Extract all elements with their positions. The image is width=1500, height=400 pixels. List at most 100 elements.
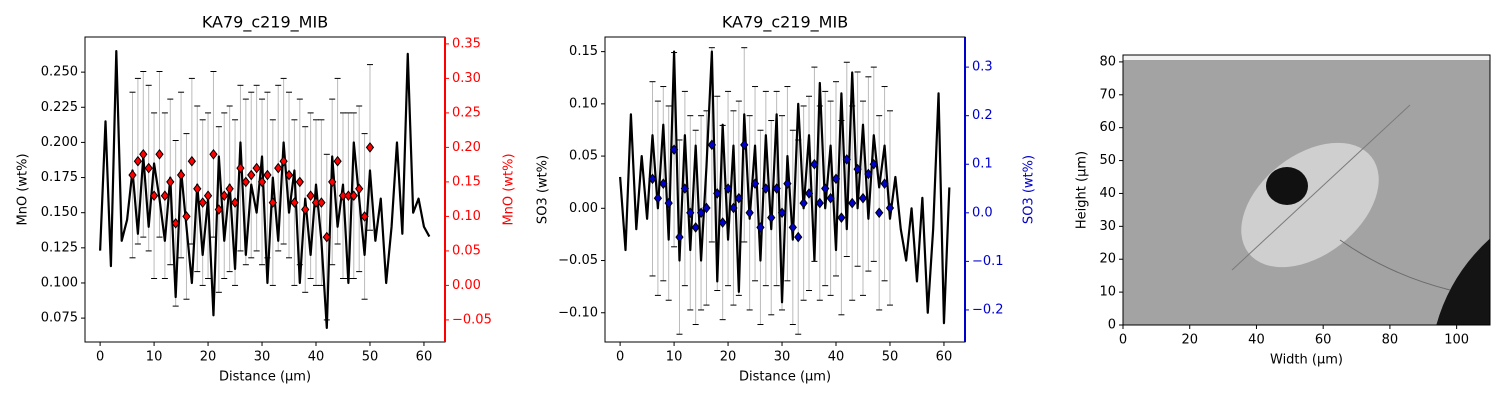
- marker: [740, 139, 749, 151]
- panel: 0 20 40 60 80 100 0 10 20 30 40 50 60 70 80 Width (µm) H…: [1075, 54, 1491, 368]
- marker: [128, 169, 137, 181]
- marker: [311, 197, 321, 208]
- y-tick-label: −0.10: [558, 305, 598, 320]
- x-tick-label: 40: [1248, 333, 1265, 348]
- marker: [263, 169, 272, 181]
- marker: [821, 183, 830, 194]
- y2-tick-label: 0.30: [452, 71, 481, 86]
- y2-tick-label: 0.3: [972, 60, 993, 75]
- data-line: [619, 50, 951, 325]
- marker: [301, 204, 310, 215]
- marker: [171, 217, 180, 229]
- x-tick-label: 40: [828, 350, 845, 365]
- x-tick-label: 10: [146, 350, 163, 365]
- marker: [842, 154, 851, 165]
- marker: [767, 212, 776, 223]
- marker: [826, 192, 835, 204]
- x-axis-label: Width (µm): [1270, 353, 1343, 368]
- y2-tick-label: 0.10: [452, 209, 481, 224]
- marker: [756, 222, 765, 233]
- x-tick-label: 100: [1444, 333, 1469, 348]
- marker: [794, 231, 803, 243]
- dark-inclusion: [1266, 167, 1308, 205]
- marker: [885, 202, 895, 214]
- x-tick-label: 60: [1315, 333, 1332, 348]
- y-tick-label: 70: [1099, 87, 1116, 102]
- chart-title: KA79_c219_MIB: [202, 13, 328, 33]
- x-tick-label: 20: [720, 350, 737, 365]
- marker: [209, 148, 218, 160]
- marker: [702, 202, 711, 214]
- marker: [723, 183, 733, 194]
- marker: [322, 231, 331, 243]
- panel: 0 10 20 30 40 50 60 −0.10 −0.05 0.00 0.05 0.10 0.15 −…: [536, 13, 1037, 385]
- y2-tick-label: 0.15: [452, 174, 481, 189]
- marker: [290, 197, 299, 208]
- x-tick-label: 30: [254, 350, 271, 365]
- marker: [707, 139, 717, 151]
- y-tick-label: 0.075: [41, 311, 78, 326]
- marker: [810, 158, 819, 170]
- y-tick-label: 0.15: [569, 44, 598, 59]
- crack: [1339, 239, 1451, 291]
- data-line: [99, 49, 431, 330]
- dark-corner: [1436, 238, 1490, 325]
- x-tick-label: 40: [308, 350, 325, 365]
- y2-tick-label: 0.35: [452, 36, 481, 51]
- x-axis-label: Distance (µm): [739, 370, 831, 385]
- y-axis-label: Height (µm): [1075, 151, 1090, 229]
- marker: [198, 197, 207, 208]
- y-tick-label: 0.100: [41, 275, 78, 290]
- y-tick-label: 0: [1108, 318, 1116, 333]
- marker: [734, 192, 743, 204]
- y2-tick-label: −0.1: [972, 254, 1004, 269]
- x-tick-label: 80: [1382, 333, 1399, 348]
- x-tick-label: 30: [774, 350, 791, 365]
- marker: [176, 169, 186, 181]
- image-top-strip: [1123, 55, 1490, 60]
- marker: [837, 212, 846, 223]
- y2-tick-label: 0.25: [452, 105, 481, 120]
- marker: [166, 176, 175, 188]
- x-tick-label: 50: [362, 350, 379, 365]
- y-tick-label: 0.10: [569, 96, 598, 111]
- y-tick-label: 0.00: [569, 201, 598, 216]
- marker: [274, 162, 283, 174]
- marker: [247, 169, 256, 181]
- marker: [149, 190, 159, 202]
- y2-tick-label: −0.05: [452, 312, 492, 327]
- x-tick-label: 0: [1119, 333, 1127, 348]
- marker: [653, 192, 663, 204]
- marker: [783, 178, 792, 189]
- y-axis-label: SO3 (wt%): [536, 155, 551, 224]
- marker: [257, 176, 267, 188]
- marker: [220, 190, 229, 202]
- y2-axis-label: MnO (wt%): [502, 153, 517, 225]
- marker: [144, 162, 153, 174]
- chart-title: KA79_c219_MIB: [722, 13, 848, 33]
- y-tick-label: 0.125: [41, 240, 78, 255]
- marker: [236, 162, 245, 174]
- marker: [155, 148, 164, 160]
- y-tick-label: 20: [1099, 252, 1116, 267]
- marker: [344, 190, 353, 202]
- marker: [745, 207, 754, 219]
- y-tick-label: 80: [1099, 54, 1116, 69]
- marker: [252, 162, 261, 174]
- marker: [864, 168, 873, 180]
- x-tick-label: 50: [882, 350, 899, 365]
- marker: [815, 197, 824, 209]
- marker: [713, 188, 722, 199]
- marker: [729, 202, 738, 214]
- marker: [675, 231, 684, 243]
- marker: [869, 158, 878, 170]
- y-tick-label: −0.05: [558, 253, 598, 268]
- marker: [139, 148, 148, 160]
- marker: [788, 222, 797, 233]
- axes-frame: [84, 36, 446, 343]
- panel: 0 10 20 30 40 50 60 0.075 0.100 0.125 0.150 0.175 0.…: [16, 13, 517, 385]
- marker: [696, 207, 706, 219]
- marker: [193, 183, 202, 195]
- marker: [875, 207, 884, 219]
- x-tick-label: 20: [200, 350, 217, 365]
